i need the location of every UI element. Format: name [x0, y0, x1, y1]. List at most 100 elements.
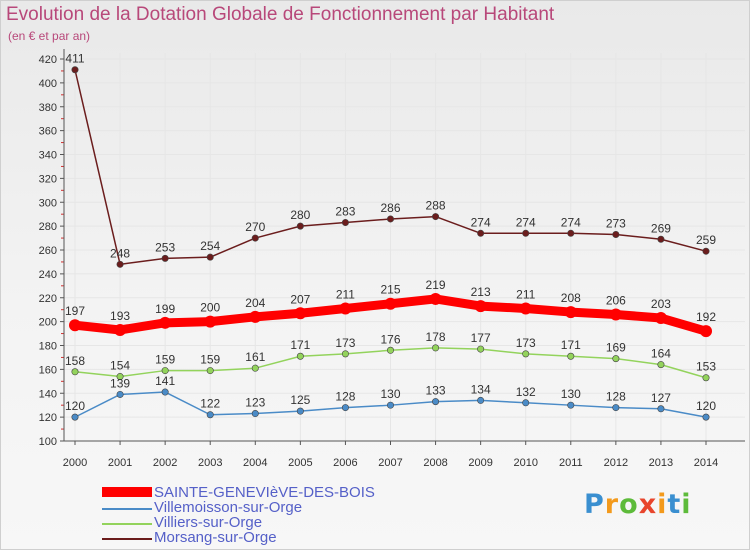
- data-label-villemoisson-2008: 133: [426, 384, 446, 398]
- data-point-sainte-2011: [564, 306, 577, 319]
- data-label-sainte-2010: 211: [516, 287, 535, 301]
- data-point-villemoisson-2009: [477, 396, 485, 404]
- data-point-villiers-2006: [341, 350, 349, 358]
- data-label-sainte-2008: 219: [426, 278, 446, 292]
- data-point-morsang-2010: [522, 229, 530, 237]
- data-point-sainte-2001: [114, 323, 127, 336]
- data-point-sainte-2004: [249, 310, 262, 323]
- data-label-sainte-2012: 206: [606, 293, 626, 307]
- x-tick-label-2008: 2008: [423, 457, 447, 469]
- data-label-villiers-2009: 177: [471, 331, 491, 345]
- data-label-morsang-2002: 253: [155, 240, 175, 254]
- data-label-villemoisson-2001: 139: [110, 376, 130, 390]
- x-tick-label-2005: 2005: [288, 457, 312, 469]
- data-label-villiers-2008: 178: [426, 330, 446, 344]
- legend-swatch-morsang: [102, 538, 152, 540]
- data-label-sainte-2013: 203: [651, 297, 671, 311]
- x-tick-label-2006: 2006: [333, 457, 357, 469]
- proxiti-logo: Proxiti: [584, 489, 692, 520]
- data-label-morsang-2000: 411: [65, 52, 84, 66]
- x-tick-label-2001: 2001: [108, 457, 132, 469]
- data-label-villiers-2001: 154: [110, 359, 130, 373]
- x-tick-label-2004: 2004: [243, 457, 267, 469]
- data-point-sainte-2000: [69, 319, 81, 332]
- x-tick-label-2002: 2002: [153, 457, 177, 469]
- data-point-villiers-2005: [296, 352, 304, 360]
- data-label-morsang-2011: 274: [561, 215, 581, 229]
- y-tick-label-320: 320: [39, 173, 57, 185]
- data-point-villiers-2007: [386, 346, 394, 354]
- data-point-sainte-2014: [700, 325, 712, 338]
- data-label-morsang-2012: 273: [606, 216, 626, 230]
- data-label-sainte-2002: 199: [155, 302, 175, 316]
- x-tick-label-2012: 2012: [604, 457, 628, 469]
- data-point-morsang-2007: [386, 215, 394, 223]
- data-point-villiers-2008: [432, 344, 440, 352]
- data-point-villemoisson-2010: [522, 399, 530, 407]
- legend-swatch-sainte: [102, 487, 152, 497]
- data-label-villemoisson-2003: 122: [200, 397, 220, 411]
- data-point-villemoisson-2004: [251, 410, 259, 418]
- x-tick-label-2003: 2003: [198, 457, 222, 469]
- data-point-villiers-2011: [567, 352, 575, 360]
- data-point-sainte-2010: [519, 302, 532, 315]
- x-tick-label-2013: 2013: [649, 457, 673, 469]
- data-label-sainte-2011: 208: [561, 291, 581, 305]
- legend-label-villemoisson: Villemoisson-sur-Orge: [154, 499, 303, 516]
- data-label-villemoisson-2005: 125: [290, 393, 310, 407]
- data-label-morsang-2014: 259: [696, 233, 716, 247]
- data-point-villiers-2014: [702, 374, 710, 382]
- x-tick-label-2010: 2010: [513, 457, 537, 469]
- data-label-villemoisson-2013: 127: [651, 391, 671, 405]
- y-tick-label-140: 140: [39, 388, 57, 400]
- chart-title: Evolution de la Dotation Globale de Fonc…: [6, 4, 555, 25]
- data-point-sainte-2013: [654, 312, 667, 325]
- data-label-sainte-2005: 207: [290, 292, 310, 306]
- data-label-villiers-2005: 171: [290, 338, 310, 352]
- data-point-sainte-2009: [474, 300, 487, 313]
- data-label-sainte-2009: 213: [471, 285, 491, 299]
- data-label-villiers-2000: 158: [65, 354, 85, 368]
- data-label-villemoisson-2007: 130: [380, 387, 400, 401]
- data-point-villiers-2000: [71, 368, 79, 376]
- data-point-villemoisson-2006: [341, 404, 349, 412]
- data-label-sainte-2007: 215: [380, 283, 400, 297]
- data-label-morsang-2006: 283: [335, 205, 355, 219]
- data-label-villemoisson-2010: 132: [516, 385, 536, 399]
- y-tick-label-380: 380: [39, 102, 57, 114]
- data-point-villemoisson-2005: [296, 407, 304, 415]
- x-tick-label-2014: 2014: [694, 457, 718, 469]
- data-point-villemoisson-2013: [657, 405, 665, 413]
- data-point-morsang-2011: [567, 229, 575, 237]
- data-point-sainte-2005: [294, 307, 307, 320]
- data-label-morsang-2003: 254: [200, 239, 220, 253]
- data-label-villemoisson-2002: 141: [155, 374, 175, 388]
- data-point-morsang-2013: [657, 235, 665, 243]
- data-point-morsang-2006: [341, 219, 349, 227]
- data-label-villemoisson-2004: 123: [245, 396, 265, 410]
- data-label-villemoisson-2012: 128: [606, 390, 626, 404]
- data-label-villiers-2011: 171: [561, 338, 581, 352]
- data-label-villemoisson-2009: 134: [471, 382, 491, 396]
- data-point-villemoisson-2002: [161, 388, 169, 396]
- data-point-morsang-2005: [296, 222, 304, 230]
- y-tick-label-420: 420: [39, 54, 57, 66]
- data-label-villiers-2010: 173: [516, 336, 536, 350]
- data-point-villemoisson-2008: [432, 398, 440, 406]
- data-label-sainte-2001: 193: [110, 309, 130, 323]
- data-label-sainte-2003: 200: [200, 301, 220, 315]
- data-point-sainte-2012: [609, 308, 622, 321]
- y-tick-label-300: 300: [39, 197, 57, 209]
- y-tick-label-160: 160: [39, 364, 57, 376]
- data-label-morsang-2010: 274: [516, 215, 536, 229]
- y-tick-label-100: 100: [39, 436, 57, 448]
- legend-label-morsang: Morsang-sur-Orge: [154, 529, 277, 546]
- data-label-sainte-2014: 192: [696, 310, 716, 324]
- y-tick-label-180: 180: [39, 341, 57, 353]
- data-point-villiers-2004: [251, 364, 259, 372]
- data-label-morsang-2009: 274: [471, 215, 491, 229]
- data-label-villiers-2004: 161: [245, 350, 265, 364]
- y-tick-label-120: 120: [39, 412, 57, 424]
- x-tick-label-2009: 2009: [468, 457, 492, 469]
